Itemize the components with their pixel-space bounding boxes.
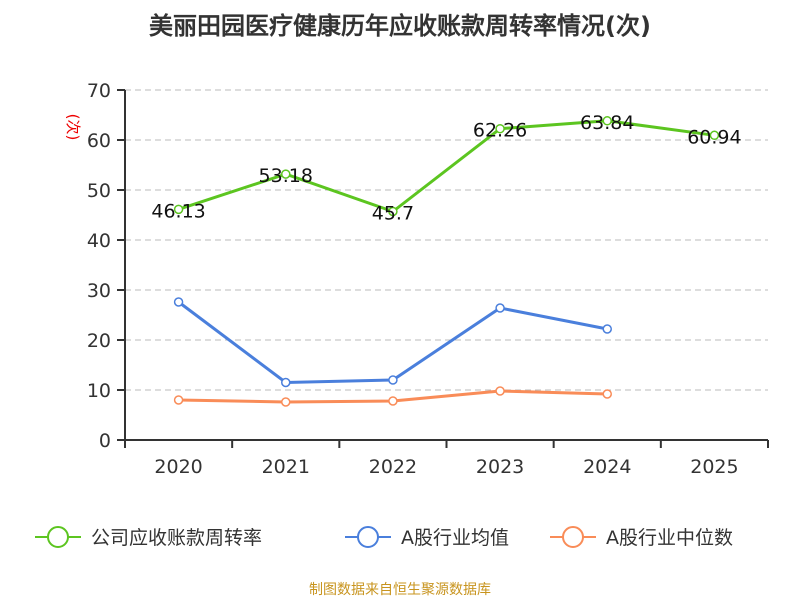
data-label: 46.13 — [151, 200, 205, 222]
data-point — [173, 297, 184, 307]
legend-label: 公司应收账款周转率 — [91, 527, 262, 549]
data-label: 60.94 — [687, 126, 741, 148]
data-point — [709, 130, 720, 141]
data-label: 62.26 — [473, 120, 527, 142]
x-tick-label: 2024 — [583, 456, 631, 478]
data-label: 45.7 — [372, 203, 414, 225]
data-point — [388, 206, 398, 217]
data-label: 53.18 — [259, 165, 313, 187]
x-tick-label: 2025 — [690, 456, 738, 478]
data-point — [495, 303, 505, 313]
data-point — [281, 377, 291, 388]
data-point — [495, 386, 505, 396]
chart-title: 美丽田园医疗健康历年应收账款周转率情况(次) — [149, 12, 651, 40]
y-tick-label: 20 — [87, 330, 111, 352]
legend-marker — [562, 526, 584, 548]
data-point — [388, 375, 398, 385]
x-tick-label: 2023 — [476, 456, 524, 478]
data-point — [602, 116, 612, 126]
data-point — [173, 395, 184, 405]
series-line — [178, 119, 715, 214]
data-point — [602, 324, 612, 334]
y-tick-label: 0 — [99, 430, 111, 452]
legend-label: A股行业均值 — [401, 527, 509, 549]
y-tick-label: 30 — [87, 280, 111, 302]
data-point — [495, 123, 505, 134]
legend-marker — [47, 526, 69, 548]
y-tick-label: 60 — [87, 130, 111, 152]
y-tick-label: 10 — [87, 380, 111, 402]
data-point — [602, 389, 612, 399]
data-label: 63.84 — [580, 112, 634, 134]
y-tick-label: 70 — [87, 80, 111, 102]
x-tick-label: 2020 — [154, 456, 202, 478]
series-line — [177, 300, 608, 385]
x-tick-label: 2022 — [369, 456, 417, 478]
y-tick-label: 40 — [87, 230, 111, 252]
y-axis-label: (次) — [64, 114, 82, 141]
data-point — [173, 204, 184, 215]
x-tick-label: 2021 — [262, 456, 310, 478]
y-tick-label: 50 — [87, 180, 111, 202]
legend-marker — [357, 526, 379, 548]
legend-label: A股行业中位数 — [606, 527, 733, 549]
data-point — [281, 169, 291, 179]
data-point — [281, 397, 291, 407]
data-point — [388, 396, 398, 406]
source-note: 制图数据来自恒生聚源数据库 — [309, 582, 491, 598]
